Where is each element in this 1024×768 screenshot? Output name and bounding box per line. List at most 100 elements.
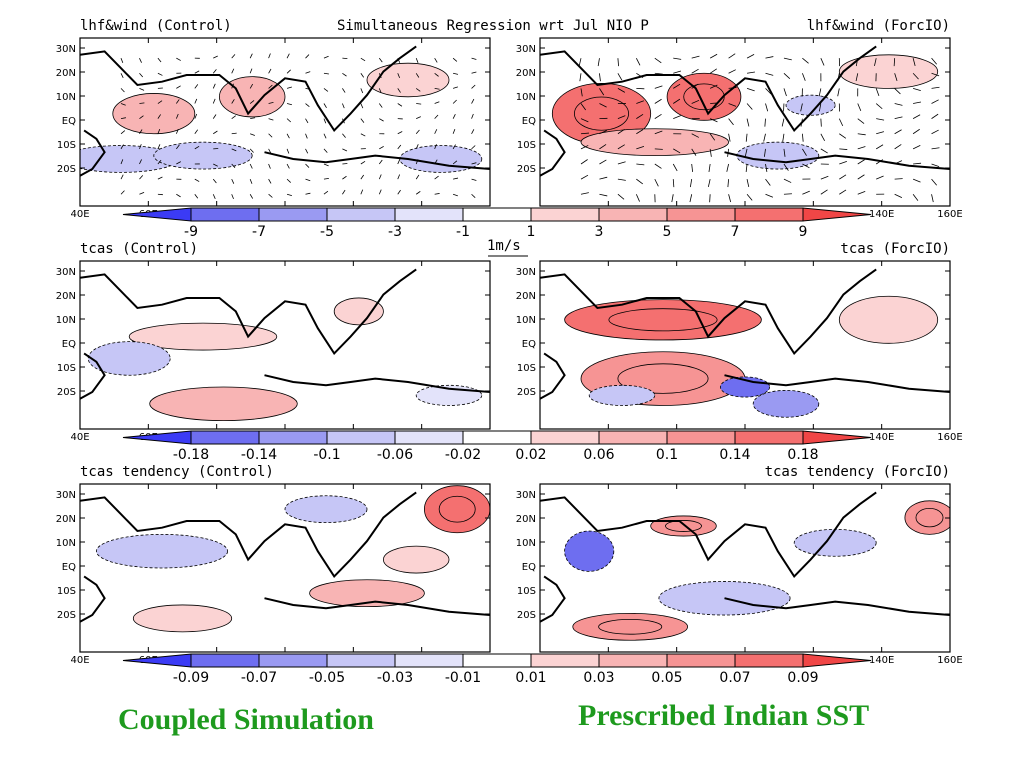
wind-vector — [912, 114, 921, 119]
lat-label: 10S — [517, 363, 536, 374]
wind-vector — [452, 128, 456, 134]
colorbar-segment — [802, 430, 872, 445]
shaded-contour — [112, 93, 196, 135]
wind-vector — [839, 189, 847, 195]
wind-vector — [746, 88, 755, 92]
wind-vector — [709, 68, 717, 74]
wind-vector — [120, 159, 124, 165]
wind-vector — [471, 178, 477, 181]
colorbar-label: -0.03 — [377, 670, 413, 686]
wind-vector — [250, 133, 255, 136]
wind-vector — [912, 128, 920, 135]
coastline — [80, 268, 417, 355]
colorbar-segment — [530, 653, 600, 668]
contour-line — [617, 363, 709, 394]
wind-vector — [636, 163, 645, 166]
wind-vector — [360, 189, 364, 195]
wind-vector — [452, 113, 456, 119]
wind-vector — [305, 71, 311, 74]
wind-vector — [194, 113, 198, 119]
wind-vector — [286, 118, 292, 123]
wind-vector — [434, 129, 438, 134]
wind-vector — [931, 86, 940, 89]
wind-vector — [231, 83, 234, 89]
wind-vector — [654, 72, 663, 75]
colorbar-label: -0.07 — [241, 670, 277, 686]
colorbar-segment — [462, 207, 532, 222]
wind-vector — [397, 159, 401, 165]
wind-vector — [857, 118, 865, 124]
panel-title-tcas-tendency-forcio: tcas tendency (ForcIO) — [765, 464, 950, 480]
colorbar-segment — [530, 430, 600, 445]
wind-vector — [617, 178, 626, 181]
wind-vector — [765, 72, 774, 76]
wind-vector — [139, 175, 144, 180]
lat-label: 20S — [57, 387, 76, 398]
colorbar-label: -0.06 — [377, 447, 413, 463]
wind-vector — [268, 118, 274, 121]
lat-label: 10S — [57, 140, 76, 151]
wind-vector — [839, 174, 847, 180]
colorbar-segment — [802, 653, 872, 668]
wind-vector — [599, 193, 608, 197]
coastline — [80, 45, 417, 132]
wind-vector — [710, 102, 719, 104]
wind-vector — [305, 133, 308, 139]
wind-vector — [360, 133, 366, 137]
wind-vector — [912, 88, 921, 92]
wind-vector — [599, 130, 607, 135]
lat-label: 30N — [56, 267, 76, 278]
wind-vector — [120, 73, 124, 78]
wind-vector — [691, 163, 693, 172]
lat-label: 20N — [56, 68, 76, 79]
wind-vector — [893, 58, 896, 67]
colorbar-segment — [598, 653, 668, 668]
wind-vector — [212, 178, 217, 184]
coastline — [724, 597, 950, 616]
wind-vector — [157, 159, 162, 165]
wind-vector — [415, 129, 420, 135]
wind-vector — [378, 73, 382, 79]
shaded-contour — [838, 295, 939, 344]
wind-vector — [746, 193, 753, 201]
wind-vector — [231, 178, 235, 184]
wind-vector — [636, 100, 644, 104]
wind-vector — [782, 133, 785, 142]
wind-vector — [157, 128, 161, 134]
colorbar-segment — [190, 430, 260, 445]
panel-title-lhf-control: lhf&wind (Control) — [80, 18, 232, 34]
wind-vector — [636, 178, 644, 185]
lat-label: 20N — [516, 514, 536, 525]
shaded-contour — [366, 62, 450, 98]
wind-vector — [580, 145, 589, 150]
shaded-contour — [564, 530, 615, 572]
wind-vector — [323, 118, 327, 124]
colorbar-segment — [258, 653, 328, 668]
colorbar-label: -0.09 — [173, 670, 209, 686]
wind-vector — [453, 177, 459, 180]
wind-vector — [672, 163, 678, 172]
wind-vector — [727, 179, 729, 188]
wind-vector — [855, 58, 859, 67]
wind-vector — [820, 175, 829, 180]
wind-vector — [120, 190, 125, 195]
wind-vector — [820, 133, 825, 141]
wind-vector — [194, 70, 200, 74]
wind-vector — [213, 130, 218, 135]
map-panel-r1-control: 30N20N10NEQ10S20S40E60E80E100E120E140E16… — [56, 37, 503, 220]
coastline — [540, 491, 877, 578]
wind-vector — [673, 70, 682, 74]
shaded-contour — [580, 128, 730, 157]
wind-vector — [305, 103, 310, 108]
wind-vector — [839, 133, 847, 139]
wind-vector — [342, 103, 345, 109]
wind-vector — [913, 162, 922, 165]
wind-vector — [912, 58, 916, 66]
coastline — [80, 575, 106, 623]
wind-vector — [874, 58, 877, 67]
wind-vector — [194, 98, 198, 104]
wind-vector — [783, 178, 792, 183]
lat-label: 10S — [517, 140, 536, 151]
lon-label: 140E — [869, 432, 894, 443]
wind-vector — [249, 68, 253, 74]
